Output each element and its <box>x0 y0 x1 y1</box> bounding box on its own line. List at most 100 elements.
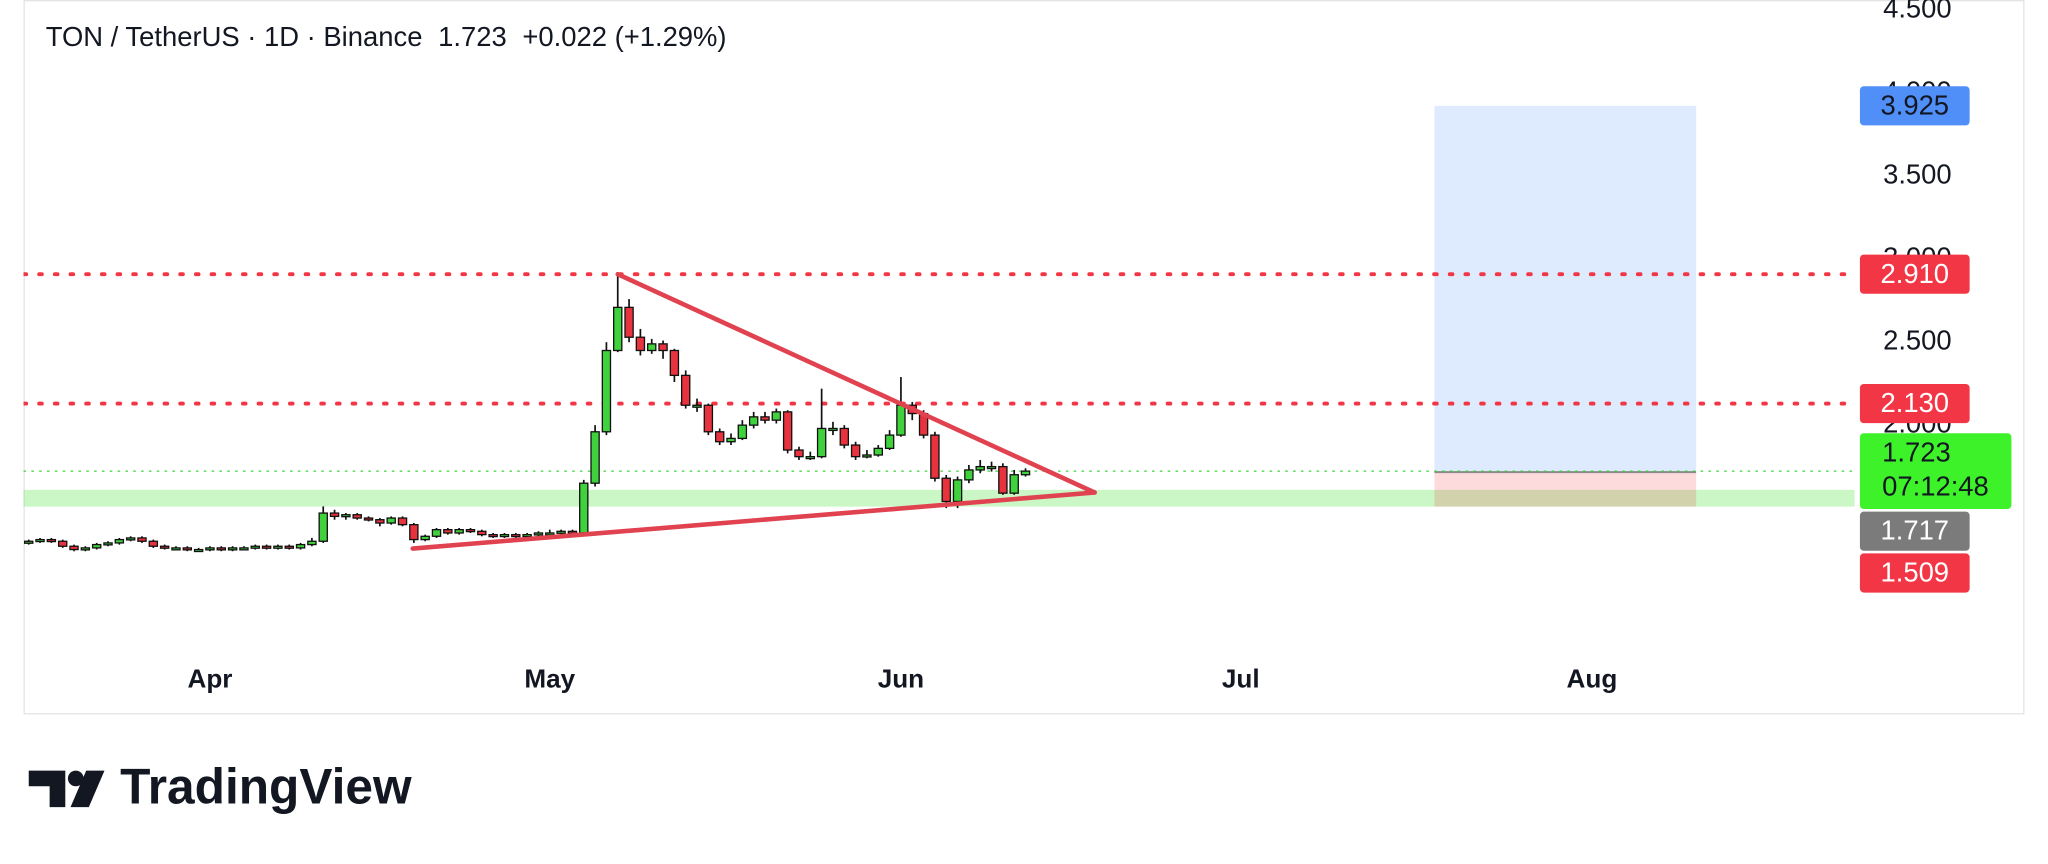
price-badge-label: 1.723 <box>1882 436 1951 467</box>
x-tick-label: Jul <box>1222 663 1260 693</box>
candle-body <box>862 454 872 458</box>
candle-body <box>420 535 430 541</box>
candle-body <box>714 431 725 443</box>
price-badge <box>1859 433 2012 509</box>
candle-body <box>680 374 691 406</box>
price-badge <box>1859 383 1970 424</box>
candle-body <box>477 530 487 536</box>
price-badge-label: 3.925 <box>1880 89 1949 120</box>
trendline <box>615 271 1097 495</box>
candle-body <box>409 524 419 541</box>
candle-body <box>658 343 668 352</box>
candle-body <box>669 349 680 377</box>
candle-body <box>148 540 159 547</box>
candle-body <box>137 537 147 542</box>
candle-body <box>250 545 260 549</box>
candle-body <box>930 434 940 479</box>
candle-body <box>397 517 408 526</box>
candle-body <box>635 336 646 352</box>
chart-header: TON / TetherUS · 1D · Binance 1.723 +0.022… <box>46 21 727 52</box>
candle-body <box>692 404 702 408</box>
candle-body <box>533 532 544 536</box>
candle-body <box>46 538 57 543</box>
candle-body <box>771 411 782 421</box>
overlay: 2.0002.5003.0003.5004.0004.500AprMayJunJ… <box>187 0 2012 693</box>
candle-body <box>295 543 306 549</box>
candle-body <box>884 434 895 450</box>
candle-body <box>35 538 45 543</box>
candle-body <box>454 528 464 534</box>
countdown: 07:12:48 <box>1882 470 1989 501</box>
candle-body <box>805 456 816 460</box>
candle-body <box>273 545 283 549</box>
price-badge-label: 2.910 <box>1880 258 1949 289</box>
candle-body <box>986 465 997 470</box>
candle-body <box>613 306 623 352</box>
x-tick-label: Apr <box>187 663 232 693</box>
candle-body <box>182 547 193 551</box>
candle-body <box>624 306 634 338</box>
candle-body <box>318 512 328 542</box>
candle-body <box>329 512 340 518</box>
candle-body <box>386 517 396 524</box>
candle-body <box>1020 470 1031 476</box>
x-tick-label: May <box>524 663 575 693</box>
candle-body <box>556 530 566 534</box>
candle-body <box>284 545 294 549</box>
candle-body <box>227 547 238 551</box>
candle-body <box>964 469 974 481</box>
candle-body <box>998 465 1008 494</box>
candle-body <box>216 547 227 551</box>
price-badge <box>1859 553 1970 593</box>
candle-body <box>545 532 555 536</box>
candle-body <box>579 482 589 534</box>
candle-body <box>590 431 600 484</box>
plot-area <box>23 105 1855 553</box>
candle-body <box>941 477 951 503</box>
symbol: TON / TetherUS · 1D · Binance <box>46 21 423 52</box>
price-change: +0.022 (+1.29%) <box>522 21 726 52</box>
logo-text: TradingView <box>120 758 412 814</box>
y-tick-label: 2.500 <box>1883 324 1952 355</box>
candle-body <box>522 533 532 538</box>
candle-body <box>23 540 34 544</box>
candle-body <box>601 349 612 433</box>
candle-body <box>103 542 113 546</box>
candle-body <box>499 533 510 538</box>
price-badge <box>1859 511 1970 551</box>
candle-body <box>703 404 714 433</box>
candle-body <box>363 517 374 521</box>
x-tick-label: Aug <box>1567 663 1618 693</box>
y-tick-label: 4.500 <box>1883 0 1952 24</box>
candle-body <box>794 449 804 458</box>
candle-body <box>760 416 770 421</box>
candle-body <box>975 465 985 471</box>
candle-body <box>873 447 884 456</box>
candle-body <box>816 427 827 458</box>
candle-body <box>1009 474 1019 494</box>
logo-mark <box>28 770 105 808</box>
candle-body <box>125 537 136 541</box>
candle-body <box>57 540 68 547</box>
candle-body <box>114 538 125 544</box>
stop-box <box>1434 472 1697 507</box>
candle-body <box>159 545 170 549</box>
candle-body <box>896 404 906 436</box>
candle-body <box>782 411 793 451</box>
last-price: 1.723 <box>438 21 507 52</box>
candle-body <box>375 519 385 524</box>
candle-body <box>646 343 657 352</box>
candle-body <box>431 528 442 537</box>
price-badge <box>1859 254 1970 294</box>
candle-body <box>352 514 362 519</box>
price-badge-label: 2.130 <box>1880 387 1949 418</box>
candle-body <box>952 479 963 503</box>
candle-body <box>850 444 861 458</box>
candle-body <box>839 427 850 446</box>
candle-body <box>443 528 453 534</box>
candle-body <box>511 533 521 538</box>
price-badge-label: 1.717 <box>1880 515 1949 546</box>
candle-body <box>726 437 736 443</box>
